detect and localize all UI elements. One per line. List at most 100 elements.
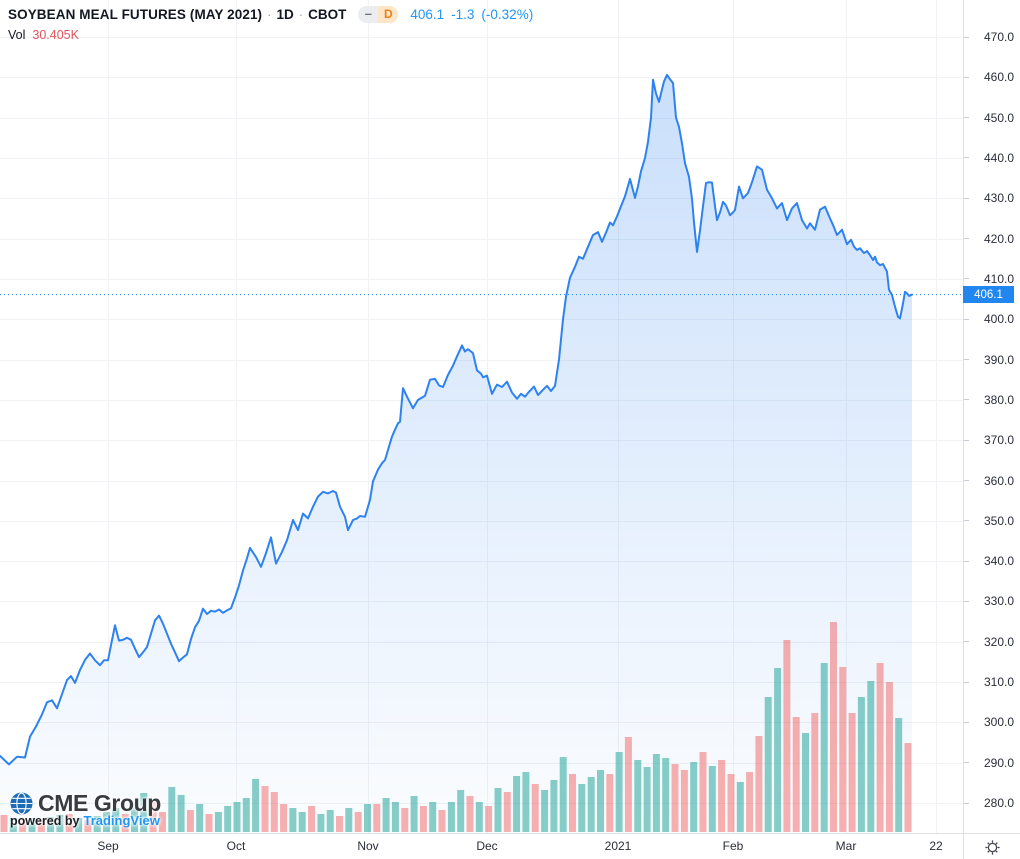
price-axis-tick bbox=[964, 278, 969, 280]
volume-bar bbox=[158, 812, 166, 832]
volume-bar bbox=[140, 793, 148, 832]
volume-value: 30.405K bbox=[32, 28, 79, 42]
time-axis-label: Feb bbox=[722, 839, 744, 853]
volume-bar bbox=[885, 682, 893, 832]
price-axis-label: 290.0 bbox=[983, 755, 1014, 770]
volume-bar bbox=[373, 804, 381, 832]
volume-bar bbox=[475, 802, 483, 832]
volume-bar bbox=[652, 754, 660, 832]
volume-bar bbox=[103, 812, 110, 832]
price-axis-label: 370.0 bbox=[983, 433, 1014, 448]
volume-bar bbox=[718, 760, 726, 832]
price-axis-tick bbox=[964, 399, 969, 401]
volume-bar bbox=[736, 782, 744, 832]
volume-bar bbox=[391, 802, 399, 832]
volume-bar bbox=[345, 808, 353, 832]
separator-dot: · bbox=[298, 6, 304, 22]
volume-bar bbox=[9, 818, 17, 832]
volume-bar bbox=[56, 815, 64, 832]
price-axis-tick bbox=[964, 439, 969, 441]
timezone-settings-icon[interactable] bbox=[985, 839, 1000, 855]
volume-bar bbox=[634, 760, 642, 832]
collapse-minus-icon[interactable]: – bbox=[358, 5, 379, 23]
volume-bar bbox=[19, 819, 27, 832]
powered-by-text: powered by bbox=[10, 814, 80, 828]
volume-bar bbox=[671, 764, 679, 832]
volume-bar bbox=[121, 814, 129, 832]
volume-bar bbox=[224, 806, 232, 832]
volume-bar bbox=[895, 718, 903, 832]
time-axis-label: Sep bbox=[97, 839, 119, 853]
volume-bar bbox=[336, 816, 343, 832]
volume-bar bbox=[112, 808, 120, 832]
time-axis-label: Dec bbox=[476, 839, 498, 853]
price-axis-label: 420.0 bbox=[983, 231, 1014, 246]
volume-bar bbox=[37, 820, 45, 832]
volume-bar bbox=[466, 796, 474, 832]
volume-bar bbox=[559, 757, 567, 832]
volume-bar bbox=[447, 802, 455, 832]
price-axis-label: 380.0 bbox=[983, 392, 1014, 407]
volume-row: Vol 30.405K bbox=[8, 28, 533, 42]
volume-bar bbox=[494, 788, 502, 832]
legend: SOYBEAN MEAL FUTURES (MAY 2021) · 1D · C… bbox=[8, 4, 533, 42]
volume-bar bbox=[531, 784, 539, 832]
price-axis-label: 360.0 bbox=[983, 473, 1014, 488]
cme-logo-text: CME Group bbox=[38, 790, 161, 816]
price-axis-tick bbox=[964, 600, 969, 602]
volume-bar bbox=[242, 798, 250, 832]
volume-bar bbox=[252, 779, 260, 832]
price-axis-label: 390.0 bbox=[983, 352, 1014, 367]
symbol-title[interactable]: SOYBEAN MEAL FUTURES (MAY 2021) bbox=[8, 6, 263, 22]
volume-label: Vol bbox=[8, 28, 26, 42]
volume-bar bbox=[131, 802, 138, 832]
price-axis-tick bbox=[964, 359, 969, 361]
price-axis-tick bbox=[964, 480, 969, 482]
interval-badge[interactable]: – D bbox=[358, 5, 399, 23]
time-axis-label: Mar bbox=[835, 839, 857, 853]
volume-bar bbox=[261, 786, 269, 832]
tradingview-link[interactable]: TradingView bbox=[83, 813, 160, 828]
volume-bar bbox=[578, 784, 586, 832]
volume-bar bbox=[541, 790, 549, 832]
axis-settings-corner[interactable] bbox=[963, 833, 1020, 859]
price-axis-label: 430.0 bbox=[983, 191, 1014, 206]
price-axis-tick bbox=[964, 520, 969, 522]
price-axis-tick bbox=[964, 681, 969, 683]
volume-bar bbox=[326, 810, 334, 832]
attribution: powered by TradingView bbox=[10, 813, 160, 828]
volume-bar bbox=[522, 772, 530, 832]
cme-group-logo[interactable]: CME Group bbox=[10, 790, 161, 817]
price-axis-label: 440.0 bbox=[983, 150, 1014, 165]
volume-bar bbox=[419, 806, 427, 832]
volume-bar bbox=[597, 770, 604, 832]
price-axis-tick bbox=[964, 76, 969, 78]
volume-bar bbox=[587, 777, 595, 832]
volume-bar bbox=[84, 820, 92, 832]
time-axis[interactable]: Sep Oct Nov Dec 2021 Feb Mar 22 bbox=[0, 833, 963, 859]
price-axis-label: 300.0 bbox=[983, 715, 1014, 730]
volume-bar bbox=[401, 808, 409, 832]
volume-bar bbox=[47, 817, 55, 832]
exchange-label[interactable]: CBOT bbox=[308, 6, 347, 22]
volume-bar bbox=[764, 697, 772, 832]
volume-bar bbox=[839, 667, 847, 832]
volume-bar bbox=[755, 736, 763, 832]
volume-bar bbox=[65, 814, 73, 832]
cme-globe-icon bbox=[10, 792, 33, 815]
volume-bar bbox=[811, 713, 819, 832]
volume-bar bbox=[289, 808, 297, 832]
volume-bar bbox=[802, 733, 809, 832]
price-axis[interactable]: 470.0 460.0 450.0 440.0 430.0 420.0 410.0 400.0… bbox=[963, 0, 1020, 833]
volume-bar bbox=[615, 752, 623, 832]
price-axis-tick bbox=[964, 238, 969, 240]
volume-bar bbox=[429, 802, 437, 832]
time-axis-label: Oct bbox=[226, 839, 246, 853]
price-axis-tick bbox=[964, 117, 969, 119]
price-axis-tick bbox=[964, 318, 969, 320]
interval-label[interactable]: 1D bbox=[276, 6, 294, 22]
price-change-percent: (-0.32%) bbox=[481, 6, 534, 22]
volume-bar bbox=[624, 737, 632, 832]
